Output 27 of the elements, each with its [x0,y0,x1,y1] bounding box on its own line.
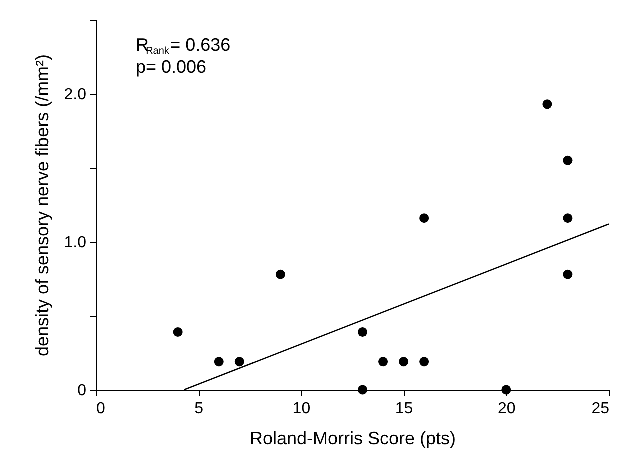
point [399,357,409,367]
y-tick-label: 1.0 [64,234,87,252]
point [502,385,512,395]
point [542,100,552,110]
x-tick-label: 25 [592,400,610,418]
point [173,328,183,338]
point [420,357,430,367]
x-tick-label: 20 [498,400,516,418]
point [378,357,388,367]
point [563,214,573,224]
x-tick-label: 0 [96,400,106,418]
point [276,270,286,280]
point [358,328,368,338]
x-axis-title: Roland-Morris Score (pts) [250,428,456,448]
point [563,156,573,166]
point [358,385,368,395]
point [420,214,430,224]
y-tick-label: 0 [78,382,87,400]
point [214,357,224,367]
y-axis-title: density of sensory nerve fibers (/mm²) [32,54,52,357]
annotation: p= 0.006 [136,57,207,77]
x-tick-label: 15 [395,400,414,418]
point [563,270,573,280]
y-tick-label: 2.0 [64,86,87,104]
x-tick-label: 5 [194,400,204,418]
x-tick-label: 10 [292,400,311,418]
point [234,357,244,367]
